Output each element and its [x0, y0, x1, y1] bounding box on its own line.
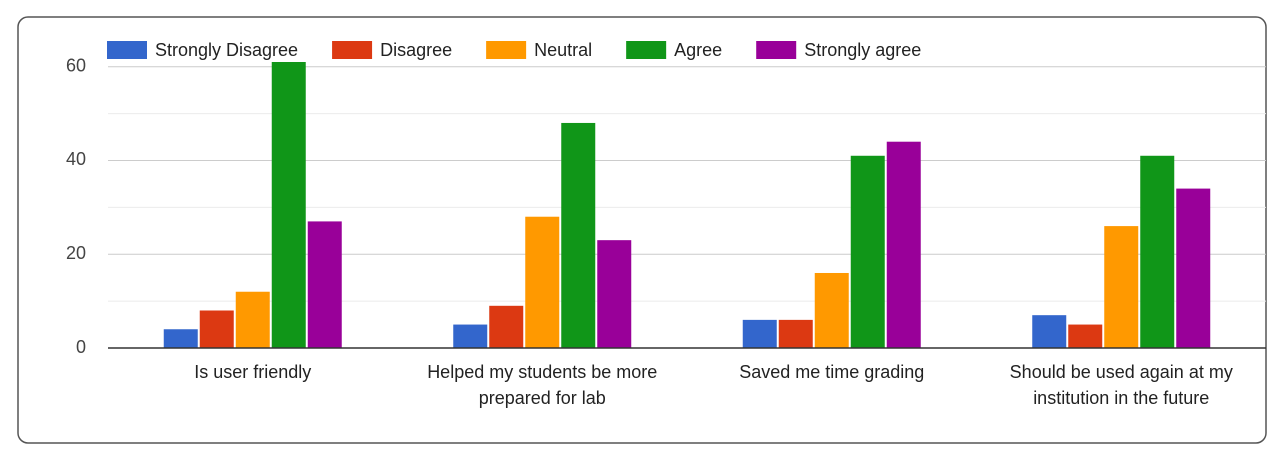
- bar: [1032, 315, 1067, 348]
- bar: [163, 329, 198, 348]
- bar: [453, 324, 488, 348]
- x-tick-label: Is user friendly: [194, 362, 311, 382]
- bar: [307, 221, 342, 348]
- bar: [489, 305, 524, 348]
- bar: [1104, 226, 1139, 348]
- legend-swatch: [626, 41, 667, 59]
- x-tick-label: Helped my students be more: [427, 362, 657, 382]
- y-tick-label: 60: [66, 55, 86, 75]
- x-tick-label: institution in the future: [1033, 388, 1209, 408]
- bar: [597, 240, 632, 348]
- bar: [778, 319, 813, 348]
- legend-swatch: [107, 41, 147, 59]
- bar: [199, 310, 234, 348]
- legend-swatch: [756, 41, 797, 59]
- bar: [1068, 324, 1103, 348]
- bar: [1140, 155, 1175, 348]
- bar: [525, 216, 560, 348]
- bar: [886, 141, 921, 348]
- legend-label: Disagree: [380, 40, 452, 60]
- bar: [561, 122, 596, 348]
- legend-label: Strongly Disagree: [155, 40, 298, 60]
- y-tick-label: 40: [66, 149, 86, 169]
- bar: [1176, 188, 1211, 348]
- x-tick-label: prepared for lab: [479, 388, 606, 408]
- bar: [235, 291, 270, 348]
- legend-swatch: [486, 41, 527, 59]
- bar: [271, 62, 306, 348]
- bar: [814, 272, 849, 348]
- legend-label: Neutral: [534, 40, 592, 60]
- legend-label: Strongly agree: [804, 40, 921, 60]
- legend-label: Agree: [674, 40, 722, 60]
- bar: [742, 319, 777, 348]
- y-tick-label: 20: [66, 243, 86, 263]
- x-tick-label: Should be used again at my: [1010, 362, 1233, 382]
- y-tick-label: 0: [76, 337, 86, 357]
- x-tick-label: Saved me time grading: [739, 362, 924, 382]
- legend-swatch: [332, 41, 373, 59]
- bar: [850, 155, 885, 348]
